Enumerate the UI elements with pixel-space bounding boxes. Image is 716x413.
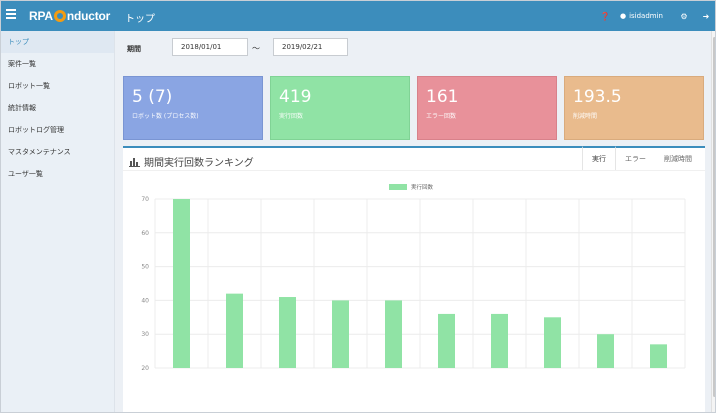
stat-error-count[interactable]: 161 エラー回数	[417, 76, 557, 140]
chart-bar	[385, 300, 402, 368]
date-to-input[interactable]: 2019/02/21	[273, 38, 348, 56]
bar-chart-icon	[129, 157, 140, 167]
menu-toggle-icon[interactable]	[6, 9, 16, 23]
sidebar: トップ 案件一覧 ロボット一覧 統計情報 ロボットログ管理 マスタメンテナンス …	[1, 31, 115, 412]
brand-logo[interactable]: RPA nductor	[29, 9, 110, 23]
page-heading: トップ	[125, 14, 155, 25]
stat-run-count[interactable]: 419 実行回数	[270, 76, 410, 140]
logout-icon[interactable]: ➜	[702, 11, 710, 21]
legend-label: 実行回数	[411, 183, 434, 191]
panel-title: 期間実行回数ランキング	[129, 154, 254, 169]
stat-value: 161	[426, 87, 459, 107]
stat-robot-count[interactable]: 5 (7) ロボット数 (プロセス数)	[123, 76, 263, 140]
main-content: 期間 2018/01/01 ～ 2019/02/21 5 (7) ロボット数 (…	[115, 31, 711, 412]
sidebar-item-robots[interactable]: ロボット一覧	[8, 82, 50, 90]
y-tick-label: 70	[141, 196, 149, 203]
chart-bar	[173, 199, 190, 368]
sidebar-item-statistics[interactable]: 統計情報	[8, 104, 36, 112]
y-tick-label: 20	[141, 365, 149, 372]
stat-reduced-time[interactable]: 193.5 削減時間	[564, 76, 704, 140]
tab-runs[interactable]: 実行	[582, 146, 616, 170]
chart-bar	[491, 313, 508, 368]
panel-tabs: 実行 エラー 削減時間	[582, 146, 701, 170]
tab-errors[interactable]: エラー	[625, 155, 646, 163]
stat-label: ロボット数 (プロセス数)	[132, 113, 199, 120]
stat-value: 5 (7)	[132, 87, 173, 107]
y-tick-label: 60	[141, 230, 149, 237]
chart-bar	[544, 317, 561, 368]
date-separator: ～	[252, 44, 260, 53]
stat-value: 193.5	[573, 87, 622, 107]
header-actions: ❓ ● isidadmin ⚙ ➜	[594, 1, 715, 31]
legend-swatch	[389, 184, 407, 190]
tab-reduced-time[interactable]: 削減時間	[664, 155, 692, 163]
user-name: isidadmin	[629, 12, 663, 20]
date-from-input[interactable]: 2018/01/01	[172, 38, 248, 56]
stat-label: 削減時間	[573, 113, 598, 120]
chart-bar	[597, 334, 614, 368]
top-header: RPA nductor トップ ❓ ● isidadmin ⚙ ➜	[1, 1, 715, 31]
sidebar-item-robot-logs[interactable]: ロボットログ管理	[8, 126, 64, 134]
panel-title-text: 期間実行回数ランキング	[144, 158, 254, 169]
chart-bar	[226, 293, 243, 368]
brand-suffix: nductor	[66, 9, 111, 23]
chart-bar	[279, 297, 296, 368]
gear-icon[interactable]: ⚙	[680, 11, 688, 21]
sidebar-item-top[interactable]: トップ	[1, 31, 114, 53]
vertical-scrollbar[interactable]	[711, 31, 715, 412]
y-tick-label: 40	[141, 297, 149, 304]
chart-bar	[650, 344, 667, 368]
stat-label: 実行回数	[279, 113, 304, 120]
stat-value: 419	[279, 87, 312, 107]
chart-bar	[438, 313, 455, 368]
y-tick-label: 30	[141, 331, 149, 338]
question-icon[interactable]: ❓	[599, 11, 610, 21]
ranking-chart: 20 30 40 50 60 70 実行回数	[141, 183, 686, 372]
panel-divider	[123, 170, 705, 171]
y-tick-label: 50	[141, 264, 149, 271]
user-icon: ●	[619, 12, 627, 20]
user-menu[interactable]: ● isidadmin	[616, 12, 673, 20]
period-label: 期間	[127, 45, 141, 53]
brand-o-icon	[53, 10, 66, 22]
ranking-panel: 期間実行回数ランキング 実行 エラー 削減時間 20 30 40 50 60 70 実行回数	[123, 146, 705, 412]
sidebar-item-projects[interactable]: 案件一覧	[8, 60, 36, 68]
chart-bar	[332, 300, 349, 368]
sidebar-item-master-maintenance[interactable]: マスタメンテナンス	[8, 148, 71, 156]
brand-prefix: RPA	[29, 9, 53, 23]
stat-label: エラー回数	[426, 113, 457, 120]
sidebar-item-users[interactable]: ユーザ一覧	[8, 170, 43, 178]
scrollbar-thumb[interactable]	[713, 37, 715, 397]
